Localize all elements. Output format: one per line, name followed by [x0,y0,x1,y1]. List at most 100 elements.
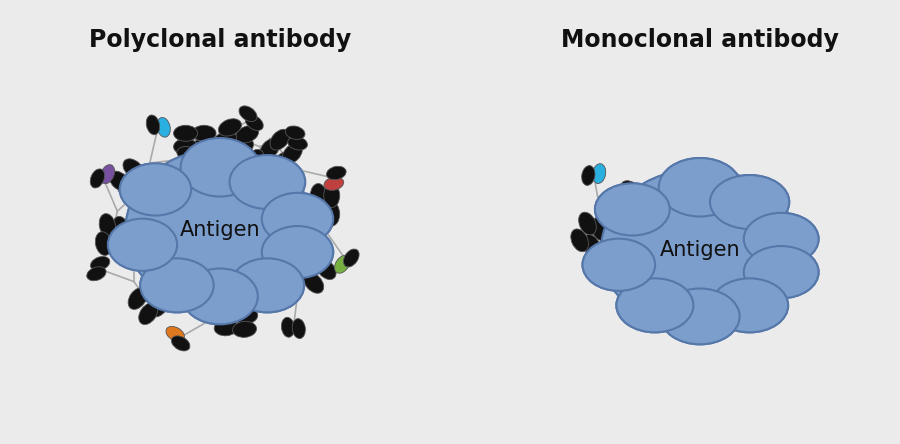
Ellipse shape [109,234,125,258]
Ellipse shape [267,172,284,190]
Ellipse shape [91,257,110,270]
Ellipse shape [291,249,307,267]
Ellipse shape [595,183,670,235]
Ellipse shape [90,169,104,188]
Ellipse shape [128,288,147,309]
Ellipse shape [239,159,257,174]
Ellipse shape [230,258,304,312]
Ellipse shape [316,259,336,280]
Ellipse shape [582,239,655,291]
Ellipse shape [86,267,106,281]
Ellipse shape [192,139,216,155]
Ellipse shape [125,149,314,311]
Ellipse shape [140,181,158,198]
Text: Antigen: Antigen [180,220,260,240]
Ellipse shape [99,214,115,238]
Text: Antigen: Antigen [660,240,741,260]
Ellipse shape [743,246,819,298]
Ellipse shape [270,129,290,150]
Ellipse shape [181,138,259,197]
Text: Polyclonal antibody: Polyclonal antibody [89,28,351,52]
Ellipse shape [133,173,150,190]
Ellipse shape [581,166,595,186]
Ellipse shape [324,177,344,190]
Ellipse shape [595,183,670,235]
Ellipse shape [246,150,264,165]
Ellipse shape [659,158,742,217]
Ellipse shape [335,255,350,273]
Ellipse shape [246,115,264,131]
Ellipse shape [174,125,198,141]
Ellipse shape [626,190,645,205]
Ellipse shape [230,155,305,209]
Ellipse shape [293,263,314,284]
Ellipse shape [140,258,213,312]
Ellipse shape [230,138,254,155]
Ellipse shape [262,193,333,245]
Ellipse shape [327,166,346,180]
Ellipse shape [181,138,259,197]
Ellipse shape [95,232,112,255]
Ellipse shape [120,163,191,215]
Ellipse shape [120,163,191,215]
Ellipse shape [344,249,359,267]
Ellipse shape [239,106,257,122]
Ellipse shape [118,181,139,201]
Ellipse shape [277,166,292,185]
Ellipse shape [146,115,159,135]
Ellipse shape [123,159,144,179]
Ellipse shape [302,197,315,217]
Ellipse shape [300,255,316,273]
Ellipse shape [176,283,194,299]
Ellipse shape [230,155,305,209]
Ellipse shape [590,218,608,241]
Ellipse shape [583,234,600,258]
Ellipse shape [285,126,305,139]
Ellipse shape [283,143,302,164]
Ellipse shape [122,234,135,254]
Ellipse shape [149,295,169,317]
Ellipse shape [178,157,198,170]
Ellipse shape [108,218,177,271]
Ellipse shape [659,158,742,217]
Ellipse shape [192,125,216,141]
Ellipse shape [262,193,333,245]
Ellipse shape [616,278,693,333]
Ellipse shape [214,320,238,336]
Ellipse shape [621,181,640,196]
Ellipse shape [661,289,740,344]
Ellipse shape [288,137,308,150]
Ellipse shape [182,269,257,324]
Text: Monoclonal antibody: Monoclonal antibody [561,28,839,52]
Ellipse shape [232,321,256,337]
Ellipse shape [169,291,187,308]
Ellipse shape [133,234,146,254]
Ellipse shape [215,306,239,322]
Ellipse shape [176,147,197,160]
Ellipse shape [743,246,819,298]
Ellipse shape [710,175,789,229]
Ellipse shape [100,165,114,184]
Ellipse shape [582,239,655,291]
Ellipse shape [601,169,799,331]
Ellipse shape [743,213,819,265]
Ellipse shape [310,183,327,207]
Ellipse shape [262,226,333,278]
Ellipse shape [616,278,693,333]
Ellipse shape [140,258,213,312]
Ellipse shape [252,297,272,311]
Ellipse shape [292,319,305,339]
Ellipse shape [273,152,292,173]
Ellipse shape [324,202,339,226]
Ellipse shape [324,183,339,207]
Ellipse shape [711,278,788,333]
Ellipse shape [234,308,257,324]
Ellipse shape [711,278,788,333]
Ellipse shape [303,273,324,293]
Ellipse shape [213,131,237,149]
Ellipse shape [661,289,740,344]
Ellipse shape [230,258,304,312]
Ellipse shape [601,169,799,331]
Ellipse shape [125,149,314,311]
Ellipse shape [171,336,190,351]
